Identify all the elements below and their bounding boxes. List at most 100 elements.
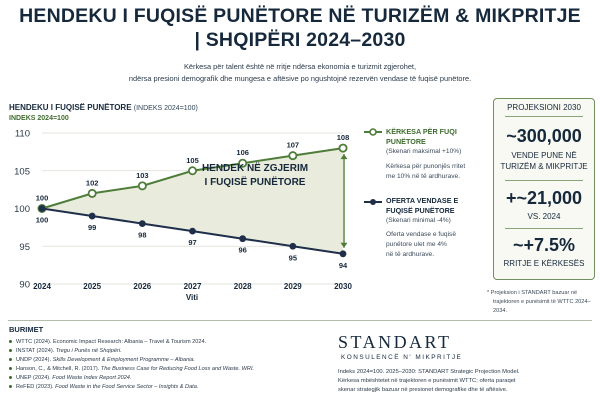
chart-series [37,143,348,258]
x-tick-label: 2026 [133,282,151,291]
source-item: INSTAT (2024). Tregu i Punës në Shqipëri… [9,347,122,355]
bullet-icon [9,349,12,353]
demand-point [87,188,97,198]
methodology-line2: Kërkesa mbështetet në trajektoren e punë… [338,378,516,384]
projection-increase-label: VS. 2024 [527,212,561,221]
projection-note-line1: * Projeksion i STANDART bazuar në [487,290,578,296]
arrow-up-icon [340,154,348,160]
supply-data-label: 96 [238,246,246,255]
y-tick-label: 95 [19,242,30,253]
x-tick-label: 2027 [184,282,202,291]
chart-title-text: HENDEKU I FUQISË PUNËTORE [9,103,132,112]
methodology-note: Indeks 2024=100. 2025–2030: STANDART Str… [338,368,593,395]
gap-area [42,148,343,254]
projection-divider [505,228,583,229]
source-item: WTTC (2024). Economic Impact Research: A… [9,338,206,346]
demand-data-label: 103 [136,171,149,180]
projection-divider [505,180,583,181]
methodology-line1: Indeks 2024=100. 2025–2030: STANDART Str… [338,369,520,375]
projection-jobs-value: ~300,000 [506,126,582,146]
supply-data-label: 94 [339,261,348,270]
legend-supply-title-line1: OFERTA VENDASE E [386,196,459,205]
projection-increase-value: +~21,000 [505,188,583,208]
legend-markers [364,128,382,205]
projection-growth-value: ~+7.5% [512,235,576,255]
supply-data-label: 99 [88,223,96,232]
supply-data-label: 100 [36,216,49,225]
y-tick-label: 100 [14,204,30,215]
legend-demand-body-line1: Kërkesa për punonjës rritet [386,163,466,170]
arrow-down-icon [340,242,348,248]
legend-demand-scenario: (Skenari maksimal +10%) [386,148,462,155]
supply-point [88,212,96,220]
page-subtitle-line1: Kërkesa për talent është në rritje ndërs… [183,62,417,71]
legend-supply-title-line2: FUQISË PUNËTORE [386,206,455,215]
projection-jobs-label-line2: TURIZËM & MIKPRITJE [500,162,588,171]
chart-subtitle: INDEKS 2024=100 [9,115,69,122]
legend-supply-body-line3: në të ardhurave. [386,251,435,258]
y-tick-label: 90 [19,280,30,291]
legend-supply: OFERTA VENDASE E FUQISË PUNËTORE (Skenar… [386,196,486,260]
x-tick-label: 2025 [83,282,101,291]
x-axis-title: Viti [186,293,198,302]
projection-heading: PROJEKSIONI 2030 [507,103,581,112]
gap-label-line2: I FUQISË PUNËTORE [205,175,306,188]
projection-divider [505,116,583,117]
y-tick-label: 110 [15,129,30,140]
projection-note: * Projeksion i STANDART bazuar në trajek… [487,289,597,316]
page-title-line2: | SHQIPËRI 2024–2030 [194,29,406,51]
chart-title-unit: (INDEKS 2024=100) [133,105,198,112]
footer-divider [8,320,592,321]
demand-point [288,151,298,161]
y-tick-label: 105 [14,166,30,177]
demand-point [187,166,197,176]
legend-demand-body: Kërkesa për punonjës rritet me 10% në të… [386,162,486,182]
supply-point [239,235,247,243]
legend-demand-body-line2: me 10% në të ardhurave. [386,173,461,180]
supply-point [189,227,196,235]
supply-data-label: 98 [138,231,146,240]
supply-data-label: 97 [188,238,196,247]
demand-point [338,143,348,153]
legend-supply-title: OFERTA VENDASE E FUQISË PUNËTORE [386,196,486,216]
methodology-line3: skenar strategjik bazuar në presionet de… [338,387,508,393]
page-title: HENDEKU I FUQISË PUNËTORE NË TURIZËM & M… [0,4,600,52]
demand-data-label: 100 [36,194,49,203]
demand-data-label: 107 [287,141,300,150]
page-subtitle-line2: ndërsa presioni demografik dhe mungesa e… [128,74,472,83]
legend-supply-marker [370,199,376,205]
legend-supply-body-line1: Oferta vendase e fuqisë [386,231,457,238]
supply-point [339,250,347,258]
projection-note-line2: trajektoren e punësimit të WTTC 2024–203… [493,299,591,314]
brand-logo: STANDART [338,332,452,352]
bullet-icon [9,358,12,362]
brand-tagline: KONSULENCË N' MIKPRITJE [341,354,463,361]
projection-jobs-label-line1: VENDE PUNE NË [511,151,577,160]
demand-point [238,158,248,168]
bullet-icon [9,376,12,380]
source-item: UNEP (2024). Food Waste Index Report 202… [9,374,131,382]
demand-data-label: 106 [236,148,249,157]
bullet-icon [9,340,12,344]
demand-point [137,181,147,191]
supply-point [289,242,297,250]
sources-heading: BURIMET [9,325,44,334]
demand-data-label: 105 [186,156,199,165]
projection-jobs-label: VENDE PUNE NË TURIZËM & MIKPRITJE [493,150,595,172]
x-tick-label: 2029 [284,282,302,291]
legend-demand-title: KËRKESA PËR FUQI PUNËTORE [386,127,457,146]
x-tick-label: 2030 [334,282,352,291]
x-tick-label: 2028 [234,282,252,291]
page-title-line1: HENDEKU I FUQISË PUNËTORE NË TURIZËM & M… [19,5,581,27]
legend-demand: KËRKESA PËR FUQI PUNËTORE (Skenari maksi… [386,127,486,182]
supply-data-label: 95 [289,253,297,262]
bullet-icon [9,367,12,371]
gap-label-line1: HENDEK NË ZGJERIM [202,161,308,174]
chart-title: HENDEKU I FUQISË PUNËTORE (INDEKS 2024=1… [9,103,198,112]
projection-panel [493,98,595,280]
source-item: ReFED (2023). Food Waste in the Food Ser… [9,383,198,391]
supply-point [138,220,146,228]
gap-arrow [340,154,348,248]
legend-demand-marker [369,128,377,136]
